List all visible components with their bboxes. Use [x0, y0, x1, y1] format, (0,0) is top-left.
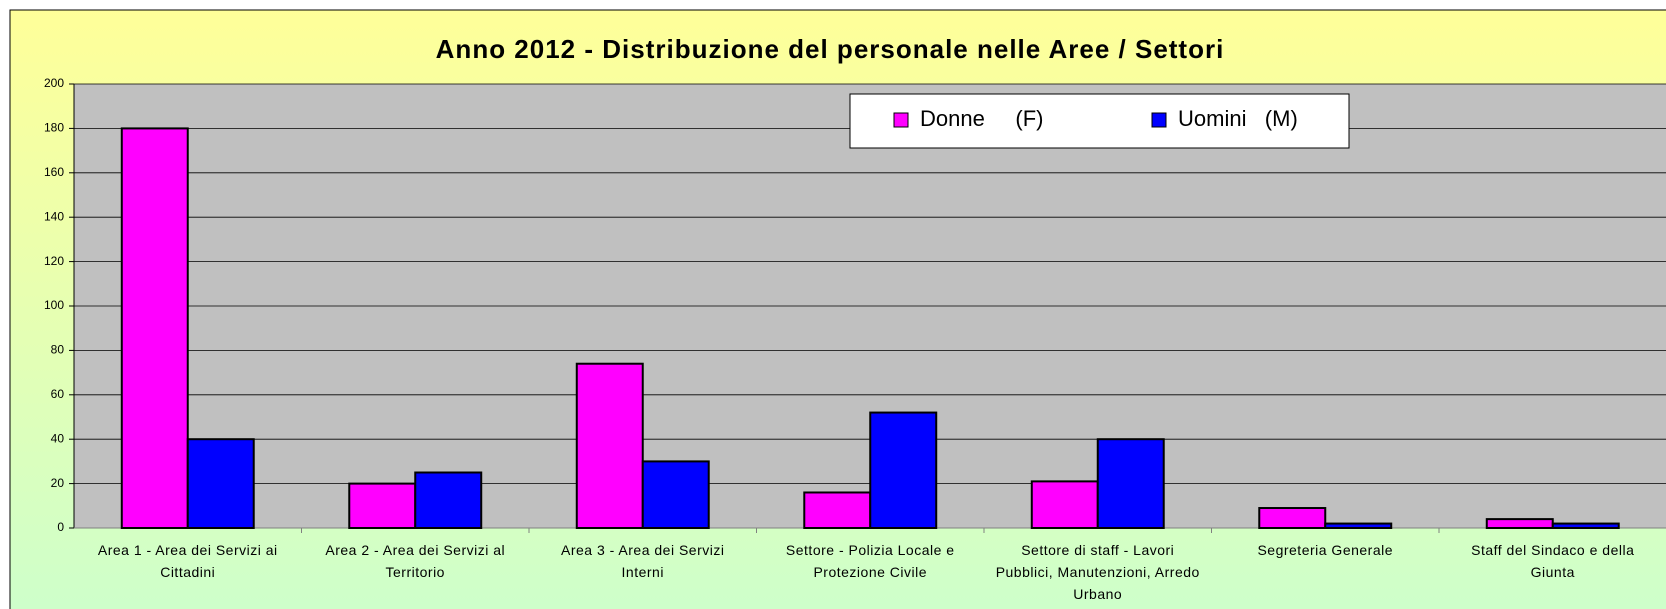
bar — [1258, 507, 1327, 529]
bar — [1485, 518, 1554, 529]
bar — [641, 460, 710, 529]
x-tick-label: Area 1 - Area dei Servizi ai Cittadini — [97, 542, 278, 580]
legend-swatch — [1151, 112, 1167, 128]
legend-label: Donne (F) — [920, 106, 1043, 131]
bar — [348, 482, 417, 530]
legend-box — [849, 93, 1350, 149]
y-tick-label: 60 — [51, 387, 65, 401]
bar — [1030, 480, 1099, 530]
bar — [1551, 522, 1620, 529]
bar — [1096, 438, 1165, 530]
bar — [869, 411, 938, 529]
x-tick-label: Settore di staff - Lavori Pubblici, Manu… — [995, 542, 1200, 602]
y-tick-label: 40 — [51, 431, 65, 445]
legend-label: Uomini (M) — [1178, 106, 1298, 131]
bar — [120, 127, 189, 529]
x-tick-label: Area 3 - Area dei Servizi Interni — [561, 542, 725, 580]
bar — [803, 491, 872, 530]
bar — [1324, 522, 1393, 529]
bar — [186, 438, 255, 530]
y-tick-label: 140 — [44, 209, 64, 223]
y-tick-label: 20 — [51, 476, 65, 490]
x-tick-label: Area 2 - Area dei Servizi al Territorio — [325, 542, 506, 580]
y-tick-label: 0 — [57, 520, 64, 534]
x-tick-label: Settore - Polizia Locale e Protezione Ci… — [785, 542, 955, 580]
y-tick-label: 100 — [44, 298, 64, 312]
bar — [414, 471, 483, 529]
legend-swatch — [893, 112, 909, 128]
y-tick-label: 80 — [51, 343, 65, 357]
y-tick-label: 180 — [44, 121, 64, 135]
y-tick-label: 200 — [44, 76, 64, 90]
bar — [575, 362, 644, 529]
x-tick-label: Staff del Sindaco e della Giunta — [1471, 542, 1635, 580]
y-tick-label: 120 — [44, 254, 64, 268]
y-tick-label: 160 — [44, 165, 64, 179]
x-tick-label: Segreteria Generale — [1257, 542, 1394, 558]
chart-title: Anno 2012 - Distribuzione del personale … — [436, 34, 1225, 64]
